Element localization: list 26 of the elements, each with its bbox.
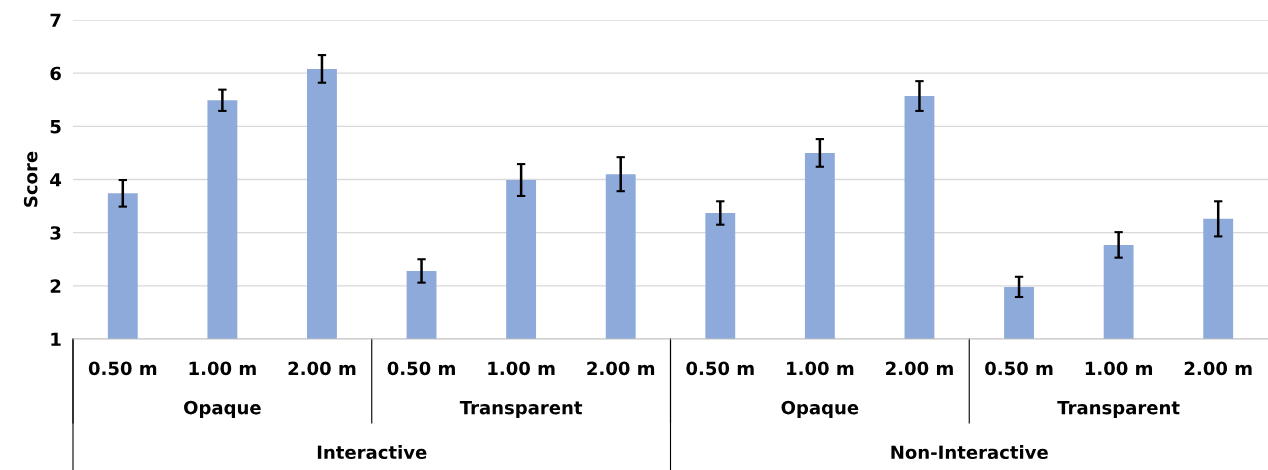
y-tick-label: 6 — [50, 66, 61, 81]
x-tick-label: 2.00 m — [288, 361, 356, 376]
y-tick-label: 5 — [50, 120, 61, 134]
y-axis-title: Score — [23, 151, 38, 207]
text: Opaque — [781, 400, 859, 418]
x-tick-label: 1.00 m — [189, 361, 256, 376]
x-tick-label: 1.00 m — [787, 361, 854, 376]
y-tick-label: 7 — [50, 13, 61, 27]
x-tick-label: 2.00 m — [1184, 361, 1252, 376]
y-tick-label: 1 — [51, 332, 61, 346]
y-tick-label: 2 — [50, 279, 61, 293]
text: Opaque — [184, 400, 261, 418]
text: Interactive — [317, 445, 427, 460]
x-tick-label: 0.50 m — [686, 361, 754, 376]
text: Transparent — [459, 401, 583, 418]
x-tick-label: 2.00 m — [587, 361, 655, 376]
text: Transparent — [1057, 401, 1180, 418]
x-tick-label: 1.00 m — [1085, 361, 1153, 376]
text: Non-Interactive — [891, 445, 1048, 460]
x-tick-label: 1.00 m — [488, 361, 555, 376]
x-tick-label: 0.50 m — [387, 361, 455, 376]
y-tick-label: 3 — [50, 226, 61, 240]
x-tick-label: 0.50 m — [88, 361, 157, 376]
x-tick-label: 2.00 m — [886, 361, 953, 376]
y-tick-label: 4 — [50, 173, 62, 187]
x-tick-label: 0.50 m — [985, 361, 1053, 376]
